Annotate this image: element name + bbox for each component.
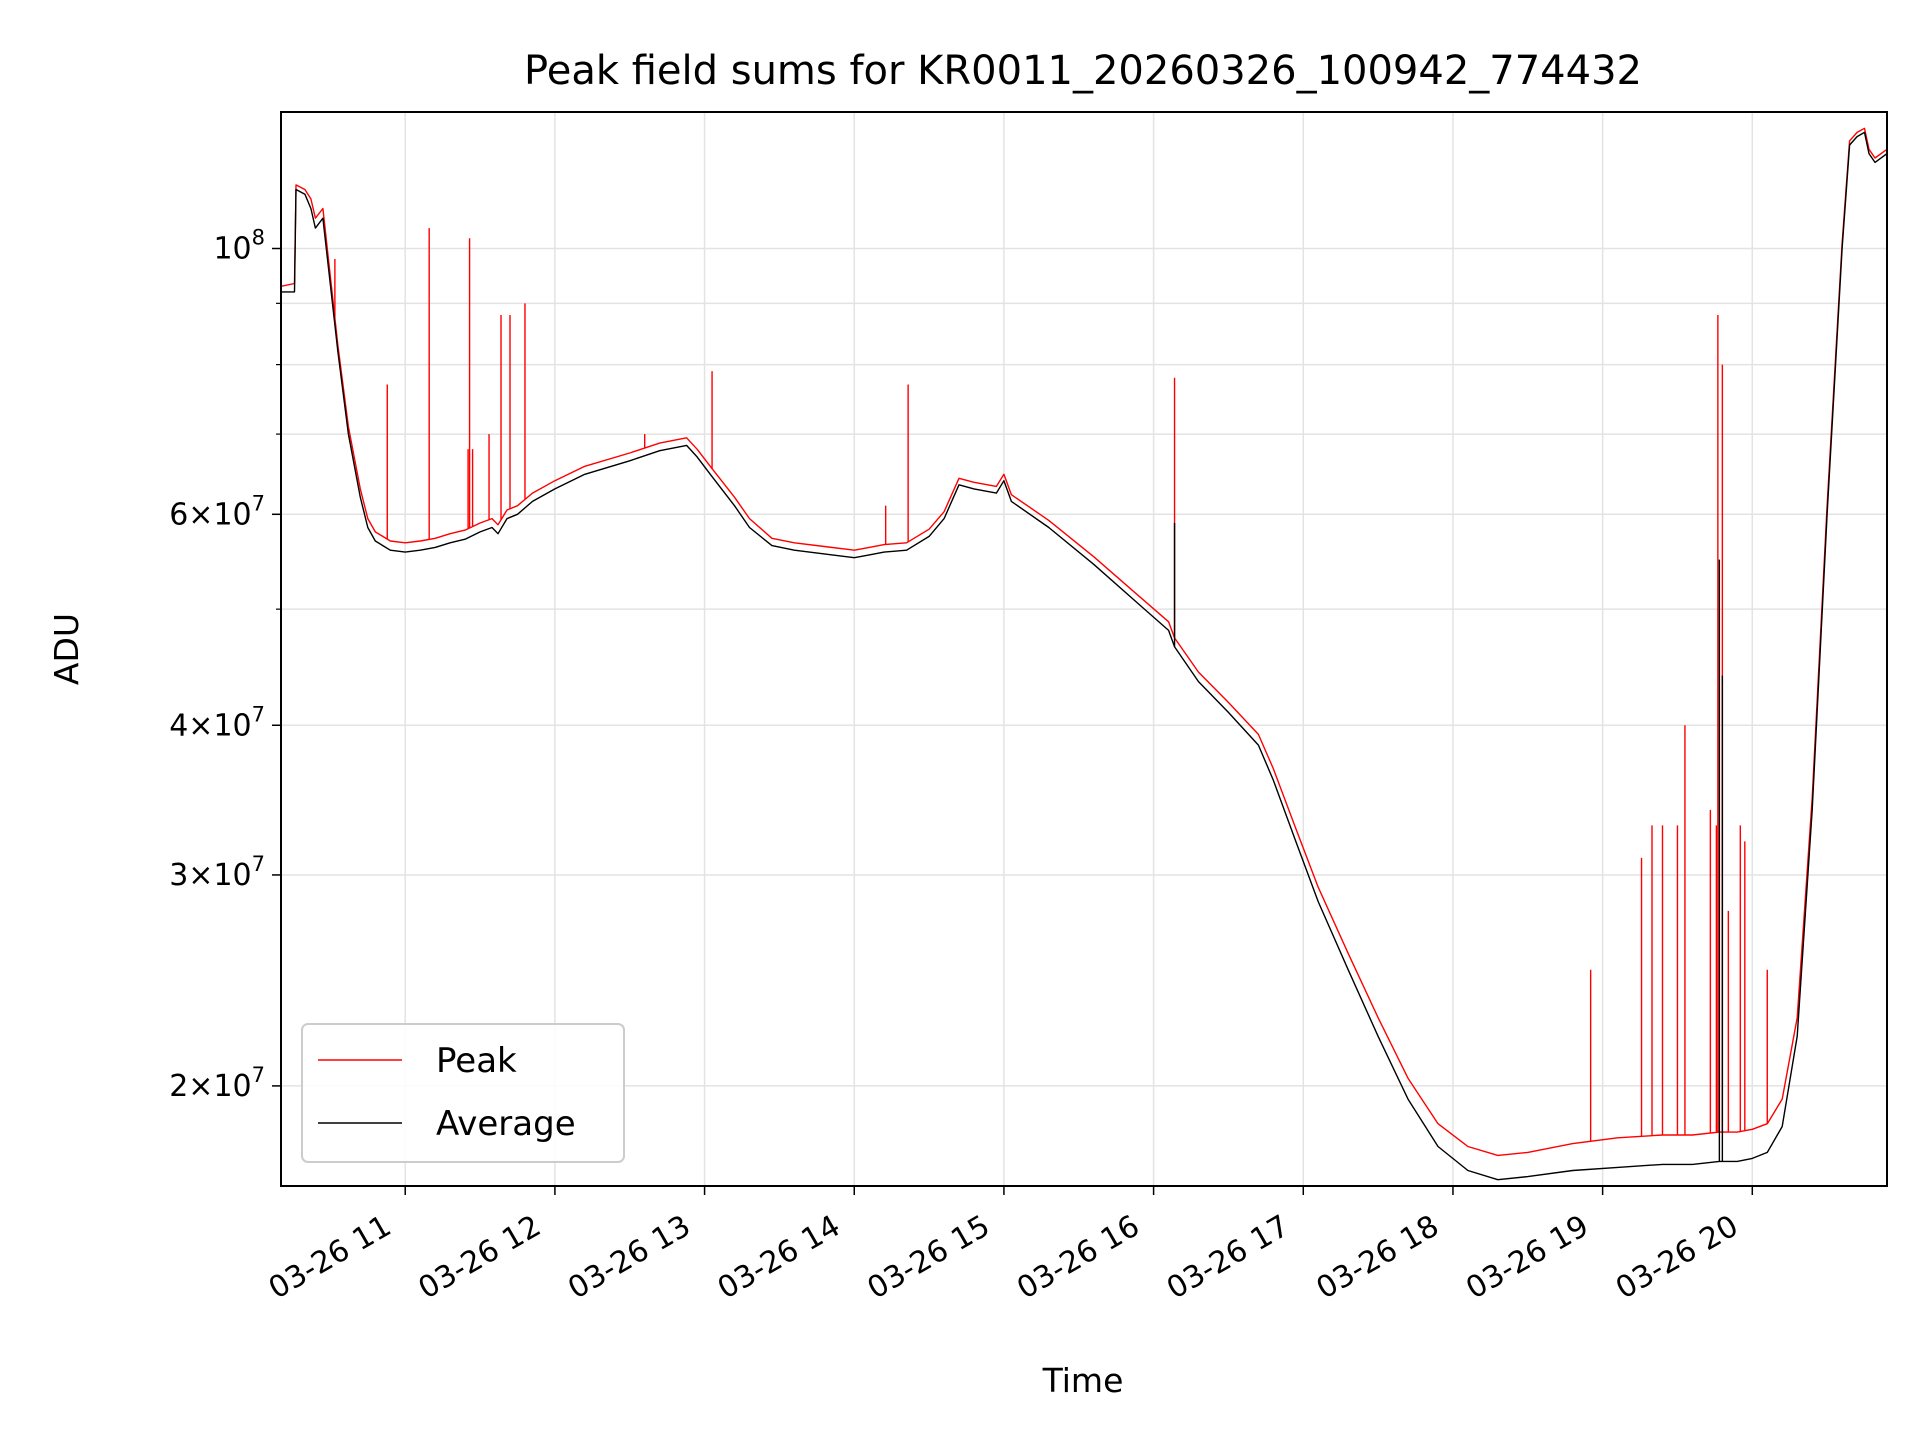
y-tick-exponent: 7 <box>252 1063 265 1087</box>
y-tick-exponent: 7 <box>252 852 265 876</box>
average-series-line <box>281 131 1887 1181</box>
chart-title: Peak field sums for KR0011_20260326_1009… <box>524 48 1642 94</box>
plot-frame <box>280 111 1888 1187</box>
y-tick-exponent: 7 <box>252 702 265 726</box>
y-tick-mantissa: 2 <box>169 1069 188 1104</box>
legend-average-label: Average <box>436 1104 576 1144</box>
y-tick-label: 3×107 <box>169 852 265 893</box>
y-tick-times-sign: × <box>188 858 213 893</box>
y-tick-base: 10 <box>213 708 251 743</box>
legend-box <box>301 1023 625 1163</box>
x-axis-title: Time <box>1042 1361 1124 1400</box>
y-tick-mantissa: 3 <box>169 858 188 893</box>
y-tick-times-sign: × <box>188 497 213 532</box>
y-tick-times-sign: × <box>188 1069 213 1104</box>
legend-peak-label: Peak <box>436 1041 517 1081</box>
y-tick-base: 10 <box>213 858 251 893</box>
y-tick-times-sign: × <box>188 708 213 743</box>
y-tick-mantissa: 4 <box>169 708 188 743</box>
y-axis-title: ADU <box>47 613 86 685</box>
y-tick-base: 10 <box>213 232 251 267</box>
legend: Peak Average <box>301 1023 625 1163</box>
y-tick-label: 4×107 <box>169 702 265 743</box>
y-tick-label: 2×107 <box>169 1063 265 1104</box>
y-tick-base: 10 <box>213 497 251 532</box>
y-tick-exponent: 8 <box>252 226 265 250</box>
plot-series <box>281 127 1887 1181</box>
y-tick-label: 6×107 <box>169 491 265 532</box>
y-tick-label: 108 <box>213 226 265 267</box>
y-tick-mantissa: 6 <box>169 497 188 532</box>
y-tick-exponent: 7 <box>252 491 265 515</box>
y-tick-base: 10 <box>213 1069 251 1104</box>
grid-lines <box>281 112 1887 1186</box>
